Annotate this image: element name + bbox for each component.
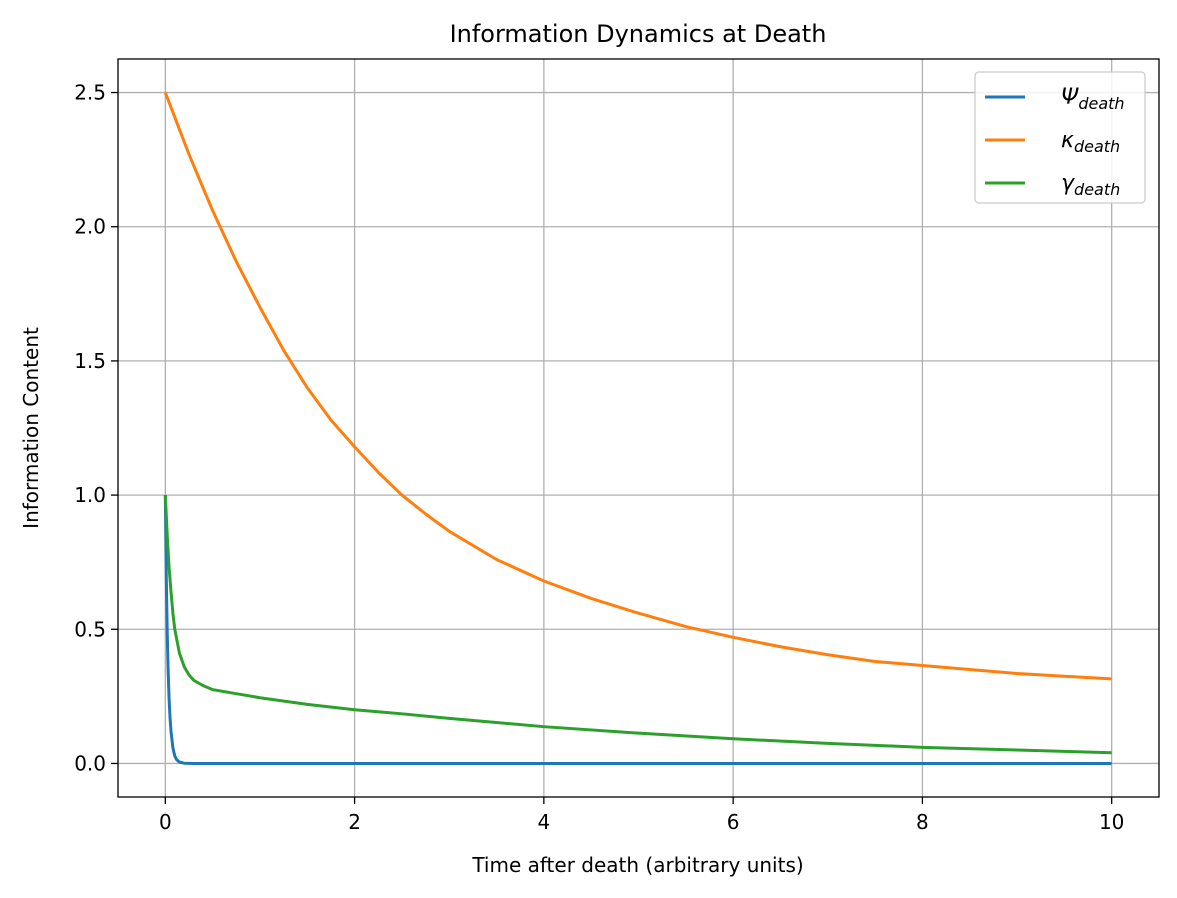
y-axis-ticks: 0.0 0.5 1.0 1.5 2.0 2.5 [74, 81, 118, 775]
axes-frame [117, 58, 1160, 798]
series-line-death-0 [163, 495, 1112, 765]
y-tick-label: 2.5 [74, 81, 106, 105]
chart-title: Information Dynamics at Death [450, 20, 827, 48]
x-tick-label: 8 [916, 810, 929, 834]
legend-label: κdeath [1061, 128, 1120, 156]
y-axis-label: Information Content [19, 327, 43, 529]
x-tick-label: 6 [727, 810, 740, 834]
x-axis-label: Time after death (arbitrary units) [471, 853, 803, 877]
y-tick-label: 0.0 [74, 751, 106, 775]
x-tick-label: 0 [159, 810, 172, 834]
x-tick-label: 2 [348, 810, 361, 834]
legend-label: Ψdeath [1061, 85, 1125, 113]
legend: Ψdeath κdeath γdeath [974, 71, 1146, 204]
y-tick-label: 2.0 [74, 215, 106, 239]
legend-box [974, 71, 1146, 204]
y-tick-label: 1.0 [74, 483, 106, 507]
x-tick-label: 4 [537, 810, 550, 834]
series-lines [163, 92, 1112, 765]
series-line-death-1 [163, 92, 1112, 681]
x-axis-ticks: 0 2 4 6 8 10 [159, 797, 1124, 834]
x-tick-label: 10 [1099, 810, 1124, 834]
legend-label: γdeath [1061, 171, 1120, 199]
series-line-death-2 [163, 495, 1112, 755]
y-tick-label: 1.5 [74, 349, 106, 373]
y-tick-label: 0.5 [74, 617, 106, 641]
